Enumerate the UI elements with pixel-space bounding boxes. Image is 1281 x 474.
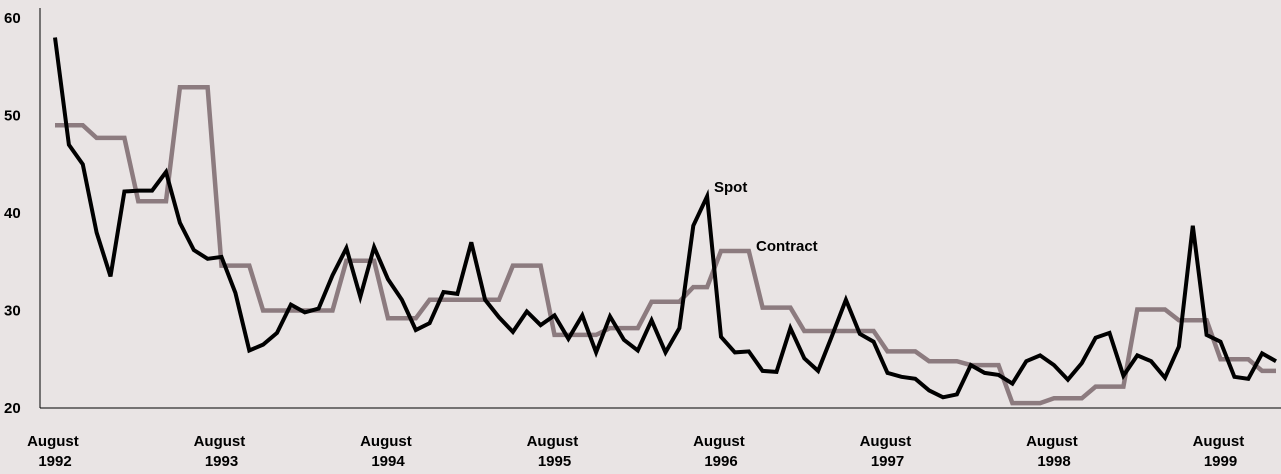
x-tick-label: August 1993 — [194, 433, 250, 470]
x-tick-label: August 1994 — [360, 433, 416, 470]
x-tick-label: August 1998 — [1026, 433, 1082, 470]
series-line — [53, 37, 1277, 400]
y-tick-label: 50 — [4, 108, 21, 125]
y-tick-label: 20 — [4, 400, 21, 417]
series-label: Spot — [714, 179, 747, 196]
series-label: Contract — [756, 238, 818, 255]
x-tick-label: August 1996 — [693, 433, 749, 470]
y-tick-label: 40 — [4, 205, 21, 222]
y-tick-label: 60 — [4, 10, 21, 27]
x-tick-label: August 1995 — [527, 433, 583, 470]
x-tick-label: August 1997 — [860, 433, 916, 470]
y-tick-label: 30 — [4, 303, 21, 320]
series-line — [55, 84, 1276, 406]
x-tick-label: August 1992 — [27, 433, 83, 470]
x-tick-label: August 1999 — [1193, 433, 1249, 470]
